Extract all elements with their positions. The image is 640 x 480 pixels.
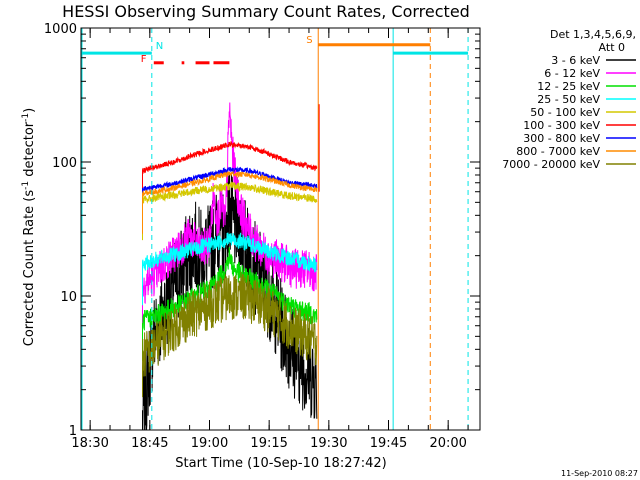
y-tick-label-3: 100 [52,156,77,171]
x-tick-label-7: 20:00 [429,436,466,451]
flag-n-label: N [156,41,163,52]
y-axis-title-sup1: -1 [21,181,31,190]
y-axis-title-sup2: -1 [21,113,31,122]
y-tick-label-2: 10 [60,290,77,305]
flag-s-label: S [306,35,312,46]
series-line-4 [142,232,318,306]
series-line-8 [142,170,318,234]
y-tick-label-4: 1000 [44,22,77,37]
y-axis-title-mid: detector [22,121,37,181]
x-tick-label-4: 19:15 [250,436,287,451]
flag-f-label: F [141,54,147,65]
legend-label-9: 7000 - 20000 keV [502,158,600,171]
legend-label-1: 3 - 6 keV [551,54,600,67]
x-axis-title: Start Time (10-Sep-10 18:27:42) [175,456,386,471]
legend-header-detectors: Det 1,3,4,5,6,9, [550,28,636,41]
x-tick-label-6: 19:45 [370,436,407,451]
x-tick-label-3: 19:00 [191,436,228,451]
legend-label-2: 6 - 12 keV [544,67,600,80]
series-line-5 [142,181,318,241]
series-line-6 [142,140,318,211]
x-tick-label-5: 19:30 [310,436,347,451]
series-line-3 [142,247,318,362]
axes-layer: 1 10 100 1000 18:30 18:45 19:00 19:15 19:30 19:45… [44,22,481,451]
y-axis-title-end: ) [22,108,37,113]
x-tick-label-2: 18:45 [131,436,168,451]
y-tick-label-1: 1 [69,424,77,439]
legend-label-5: 50 - 100 keV [530,106,600,119]
plot-layer: N S F [81,28,469,431]
series-line-7 [142,166,318,229]
legend-label-7: 300 - 800 keV [523,132,600,145]
legend-label-4: 25 - 50 keV [537,93,600,106]
chart-title: HESSI Observing Summary Count Rates, Cor… [62,2,470,21]
plot-frame [80,27,481,431]
legend-label-8: 800 - 7000 keV [516,145,600,158]
timestamp: 11-Sep-2010 08:27 [561,469,638,478]
x-tick-label-1: 18:30 [71,436,108,451]
legend-header-attenuator: Att 0 [599,41,625,54]
legend-label-3: 12 - 25 keV [537,80,600,93]
y-axis-title: Corrected Count Rate (s-1 detector-1) [21,108,37,346]
y-axis-title-main: Corrected Count Rate (s [22,190,37,347]
series-line-9 [142,271,318,398]
legend-label-6: 100 - 300 keV [523,119,600,132]
